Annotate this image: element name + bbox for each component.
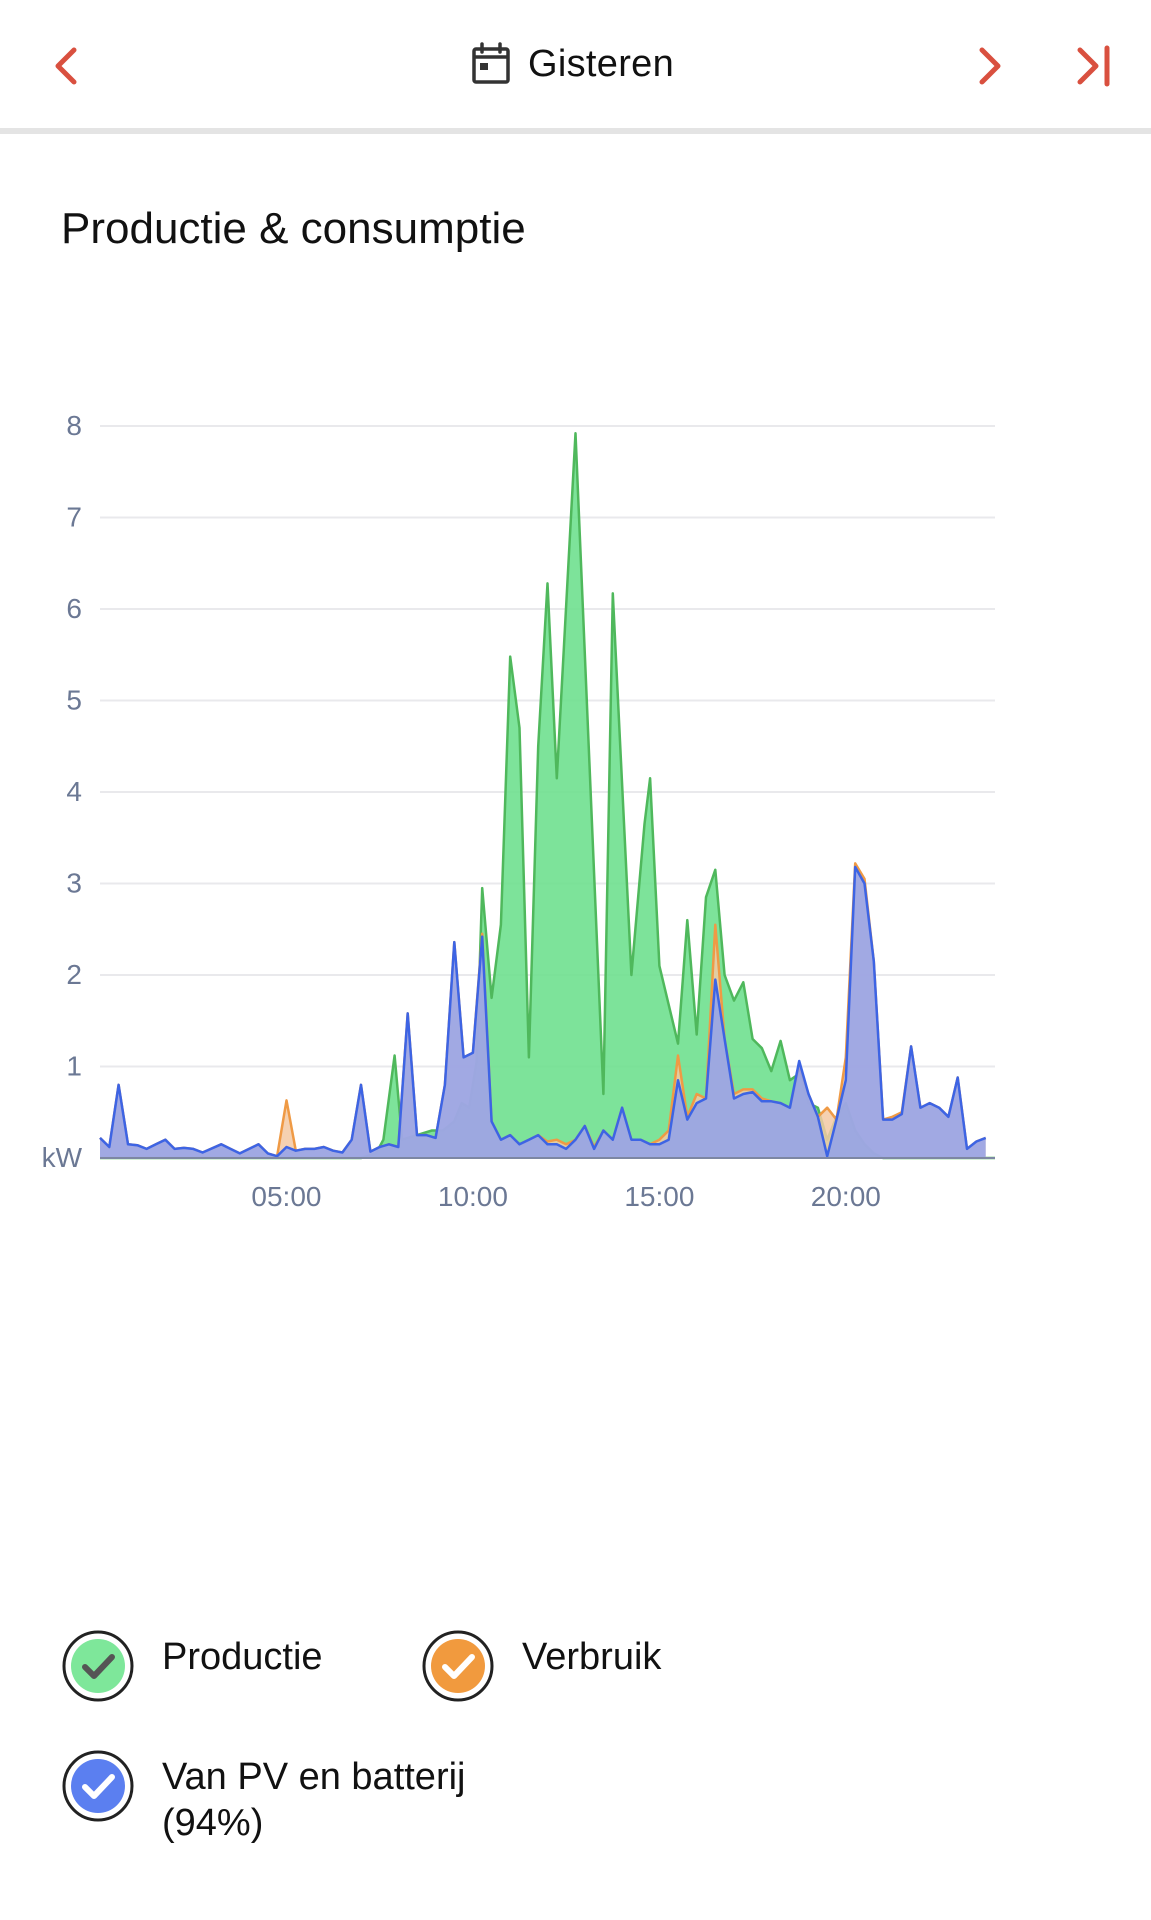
skip-to-today-button[interactable] (1066, 36, 1126, 96)
series-van-pv-en-batterij-line (99, 865, 987, 1158)
skip-to-end-icon (1077, 45, 1110, 87)
y-tick-label: 2 (66, 959, 82, 990)
legend-van-pv-en-batterij[interactable]: Van PV en batterij (94%) (60, 1748, 522, 1846)
date-selector[interactable]: Gisteren (470, 34, 674, 94)
legend-label-van-pv-en-batterij: Van PV en batterij (94%) (162, 1756, 466, 1844)
production-consumption-chart: 1 2 3 4 5 6 7 8 kW 05:00 10:00 15:00 20:00 (42, 410, 995, 1212)
next-day-button[interactable] (958, 36, 1018, 96)
x-tick-label: 05:00 (251, 1181, 321, 1212)
y-unit-label: kW (42, 1142, 83, 1173)
y-tick-label: 7 (66, 502, 82, 533)
y-tick-label: 6 (66, 593, 82, 624)
checkmark-icon (422, 1630, 494, 1702)
legend-label-productie: Productie (162, 1636, 323, 1678)
chart-series-areas (99, 432, 995, 1160)
legend-productie[interactable]: Productie (60, 1628, 323, 1704)
chart-axes: 1 2 3 4 5 6 7 8 kW 05:00 10:00 15:00 20:00 (42, 410, 995, 1212)
x-tick-label: 10:00 (438, 1181, 508, 1212)
legend-label-verbruik: Verbruik (522, 1636, 662, 1678)
top-nav-bar: Gisteren (0, 0, 1151, 134)
series-productie-area (100, 433, 995, 1158)
checkmark-icon (62, 1630, 134, 1702)
previous-day-button[interactable] (38, 36, 98, 96)
y-tick-label: 1 (66, 1051, 82, 1082)
series-van-pv-en-batterij-area (100, 867, 986, 1158)
chevron-left-icon (55, 47, 77, 85)
section-title: Productie & consumptie (61, 204, 526, 253)
date-title: Gisteren (528, 42, 675, 85)
x-tick-label: 20:00 (811, 1181, 881, 1212)
series-van-pv-en-batterij (99, 865, 987, 1158)
y-tick-label: 5 (66, 685, 82, 716)
x-tick-label: 15:00 (624, 1181, 694, 1212)
y-tick-label: 8 (66, 410, 82, 441)
calendar-icon (472, 42, 510, 84)
y-tick-label: 3 (66, 868, 82, 899)
y-tick-label: 4 (66, 776, 82, 807)
legend-verbruik[interactable]: Verbruik (420, 1628, 661, 1704)
chevron-right-icon (979, 47, 1001, 85)
checkmark-icon (62, 1750, 134, 1822)
